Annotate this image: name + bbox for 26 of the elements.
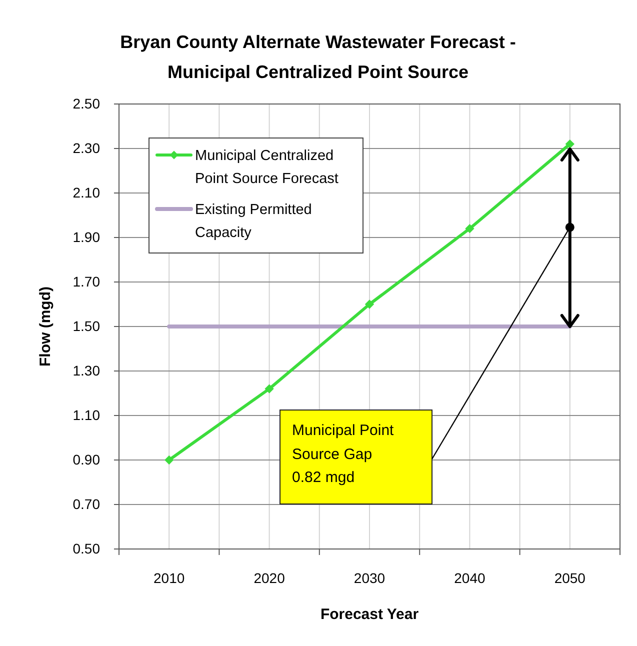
point: [164, 455, 174, 465]
y-tick-label: 0.50: [72, 540, 100, 556]
y-axis-title: Flow (mgd): [37, 286, 54, 366]
y-tick-label: 1.10: [72, 406, 100, 423]
chart-title: Bryan County Alternate Wastewater Forecast - Municipal Centralized Point Source: [120, 32, 516, 82]
x-tick-label: 2020: [254, 570, 286, 586]
y-tick-label: 1.90: [72, 228, 100, 245]
point: [264, 384, 274, 394]
x-tick-label: 2050: [554, 570, 586, 586]
y-tick-label: 1.30: [72, 362, 100, 378]
x-axis-title: Forecast Year: [320, 606, 419, 623]
y-tick-label: 2.30: [72, 140, 100, 156]
point: [465, 224, 474, 234]
legend-label: Existing Permitted Capacity: [195, 202, 312, 241]
x-tick-label: 2040: [454, 570, 486, 586]
y-tick-label: 1.70: [72, 273, 100, 290]
y-tick-label: 0.90: [72, 451, 100, 468]
y-tick-label: 0.70: [72, 496, 100, 512]
x-tick-label: 2010: [154, 570, 185, 586]
point: [364, 300, 374, 309]
y-tick-label: 1.50: [72, 318, 100, 334]
legend-label: Municipal Centralized Point Source Forecast: [195, 148, 338, 187]
y-tick-label: 2.50: [72, 95, 100, 112]
y-tick-label: 2.10: [72, 184, 100, 200]
x-tick-label: 2030: [354, 570, 386, 586]
point: [565, 139, 574, 149]
